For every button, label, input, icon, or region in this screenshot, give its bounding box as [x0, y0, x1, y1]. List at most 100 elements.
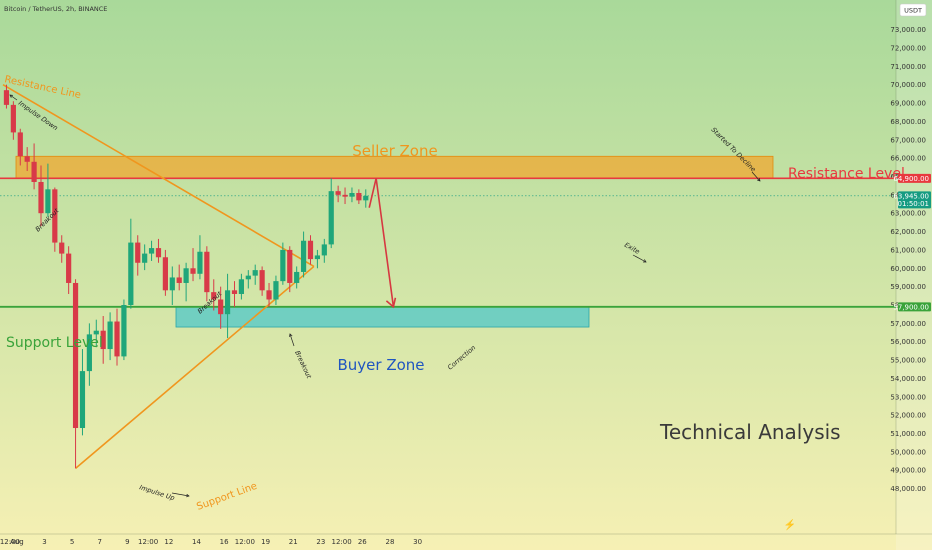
- candle-body: [135, 242, 141, 263]
- buyer-zone-label: Buyer Zone: [337, 356, 424, 374]
- candle: [197, 235, 203, 280]
- candle-body: [24, 156, 30, 162]
- candle: [356, 189, 362, 205]
- price-tick-label: 53,000.00: [890, 393, 926, 401]
- candle: [128, 218, 134, 309]
- resistance-price-badge: 64,900.00: [893, 173, 931, 183]
- price-tick-label: 67,000.00: [890, 136, 926, 144]
- candle-body: [52, 189, 58, 243]
- currency-label: USDT: [904, 7, 922, 15]
- candle: [121, 299, 127, 361]
- candle: [349, 187, 355, 203]
- note-arrow: [751, 171, 761, 182]
- trendlines-layer: [2, 83, 315, 470]
- time-tick-label: 28: [385, 538, 394, 546]
- resistance-level-label: Resistance Level: [788, 166, 905, 182]
- candle-body: [294, 271, 300, 283]
- candle-body: [280, 249, 286, 282]
- note-arrow: [9, 94, 18, 101]
- time-tick-label: Aug: [10, 538, 24, 546]
- candle-body: [287, 249, 293, 283]
- candle: [10, 101, 16, 140]
- price-tick-label: 51,000.00: [890, 430, 926, 438]
- candle: [31, 143, 37, 190]
- candle: [66, 246, 72, 294]
- candle-body: [38, 181, 44, 214]
- price-axis-background: [896, 0, 932, 550]
- price-tick-label: 61,000.00: [890, 246, 926, 254]
- candle-body: [31, 161, 37, 182]
- candle-body: [114, 321, 120, 357]
- candle-body: [231, 290, 238, 294]
- candle: [218, 286, 224, 329]
- candle-body: [72, 282, 79, 429]
- price-tick-label: 63,000.00: [890, 210, 926, 218]
- candle-body: [349, 193, 355, 197]
- candle-body: [211, 292, 217, 300]
- projection-path: [368, 178, 395, 307]
- candle-body: [128, 242, 134, 305]
- candle: [93, 319, 99, 348]
- candle-body: [273, 281, 279, 300]
- candles-layer: [3, 84, 369, 469]
- candle: [287, 246, 293, 293]
- technical-analysis-label: Technical Analysis: [659, 420, 841, 444]
- candle-body: [169, 277, 175, 291]
- note-arrow-head: [757, 177, 761, 182]
- price-tick-label: 62,000.00: [890, 228, 926, 236]
- candle-body: [335, 191, 341, 195]
- price-tick-label: 70,000.00: [890, 81, 926, 89]
- time-tick-label: 23: [316, 538, 325, 546]
- projection-arrow-head: [385, 297, 397, 309]
- candle-body: [86, 334, 92, 372]
- price-tick-label: 71,000.00: [890, 63, 926, 71]
- time-tick-label: 26: [358, 538, 367, 546]
- candle: [107, 312, 113, 361]
- candle: [328, 178, 334, 249]
- candle-body: [342, 194, 348, 197]
- candle-body: [356, 193, 362, 201]
- candle: [273, 275, 279, 305]
- candle: [100, 316, 106, 364]
- candle: [224, 273, 231, 339]
- candle: [335, 185, 341, 203]
- price-tick-label: 59,000.00: [890, 283, 926, 291]
- candle: [45, 163, 51, 217]
- candle: [72, 279, 79, 469]
- candle: [169, 266, 175, 305]
- price-tick-label: 73,000.00: [890, 26, 926, 34]
- current-price-badge-text: 01:50:01: [898, 200, 929, 208]
- candle-body: [245, 275, 251, 280]
- price-tick-label: 66,000.00: [890, 155, 926, 163]
- candle-body: [17, 132, 23, 157]
- candle: [245, 270, 251, 289]
- time-tick-label: 3: [42, 538, 46, 546]
- candle-body: [252, 270, 258, 276]
- candle: [142, 244, 148, 271]
- candle: [135, 235, 141, 276]
- price-tick-label: 49,000.00: [890, 467, 926, 475]
- candle: [155, 238, 162, 263]
- candle-body: [93, 330, 99, 335]
- candle: [231, 281, 238, 307]
- note-arrow-head: [186, 493, 190, 498]
- time-tick-label: 16: [220, 538, 229, 546]
- note-arrow-head: [289, 333, 293, 338]
- candle-body: [238, 279, 244, 294]
- support-level-label: Support Level: [6, 335, 103, 351]
- price-tick-label: 68,000.00: [890, 118, 926, 126]
- price-tick-label: 48,000.00: [890, 485, 926, 493]
- time-tick-label: 5: [70, 538, 74, 546]
- candle: [17, 128, 23, 166]
- time-tick-label: 9: [125, 538, 129, 546]
- candle-body: [300, 240, 307, 272]
- candle-body: [176, 277, 182, 283]
- candle-body: [100, 330, 106, 350]
- candle-body: [66, 253, 72, 283]
- note-arrow-head: [642, 259, 647, 263]
- currency-button[interactable]: USDT: [899, 3, 927, 17]
